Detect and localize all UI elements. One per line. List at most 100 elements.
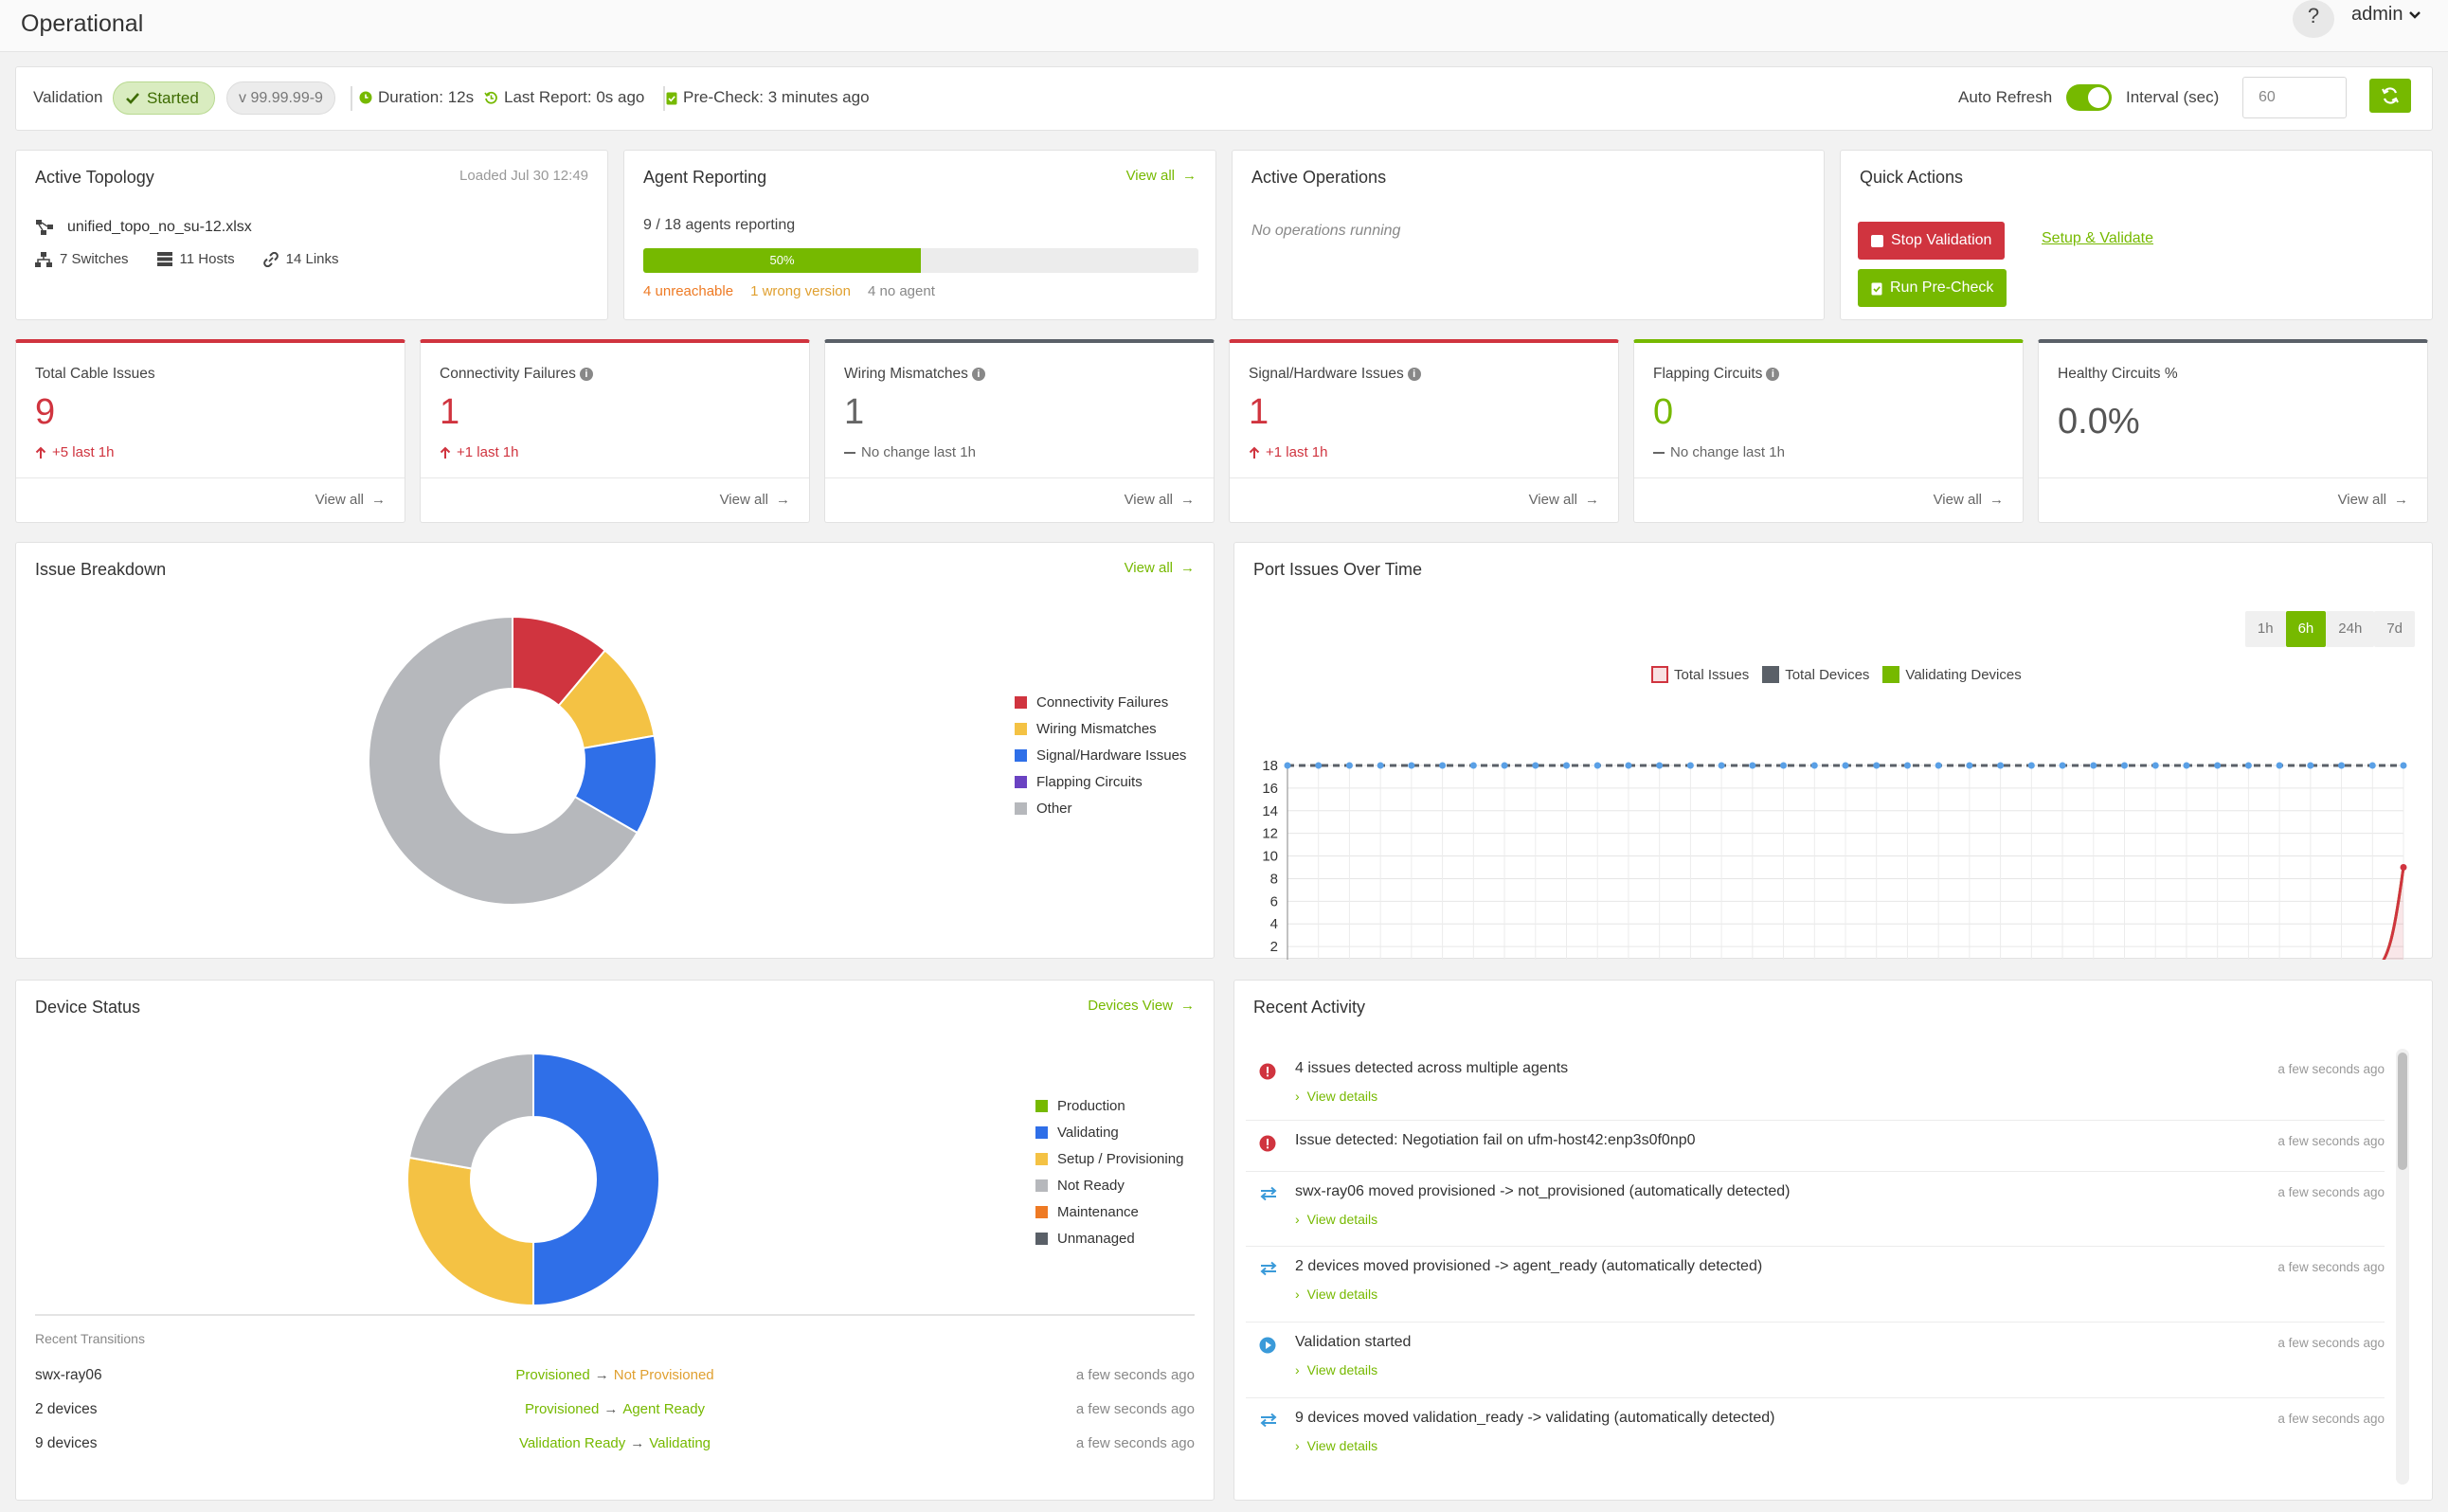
legend-item[interactable]: Connectivity Failures [1015,689,1186,715]
view-details-link[interactable]: › View details [1295,1212,1377,1227]
data-point-total-devices[interactable] [1532,762,1539,769]
data-point-total-devices[interactable] [2027,762,2035,769]
data-point-total-devices[interactable] [1966,762,1973,769]
data-point-total-devices[interactable] [2276,762,2283,769]
issues-view-all-link[interactable]: View all → [1125,560,1195,576]
chart-legend-item[interactable]: Total Devices [1762,666,1869,683]
data-point-total-devices[interactable] [1749,762,1756,769]
data-point-total-devices[interactable] [1718,762,1725,769]
data-point-total-devices[interactable] [2368,762,2376,769]
data-point-total-devices[interactable] [2121,762,2128,769]
stat-view-all-link[interactable]: View all → [1125,492,1195,508]
legend-item[interactable]: Other [1015,795,1186,821]
view-details-link[interactable]: › View details [1295,1362,1377,1377]
info-icon[interactable]: i [579,367,593,381]
activity-scrollbar[interactable] [2396,1049,2409,1485]
refresh-button[interactable] [2369,79,2411,113]
transition-to: Not Provisioned [613,1367,714,1383]
data-point-total-devices[interactable] [1501,762,1508,769]
stat-label: Flapping Circuits i [1653,366,1780,383]
range-button-6h[interactable]: 6h [2285,611,2327,647]
data-point-total-devices[interactable] [2059,762,2066,769]
validation-label: Validation [33,88,103,106]
data-point-total-devices[interactable] [1780,762,1788,769]
data-point-total-devices[interactable] [1873,762,1881,769]
view-details-link[interactable]: › View details [1295,1089,1377,1104]
data-point-total-devices[interactable] [2183,762,2190,769]
data-point-total-devices[interactable] [1625,762,1632,769]
help-button[interactable]: ? [2293,0,2334,38]
legend-item[interactable]: Validating [1035,1119,1183,1145]
stat-value: 1 [440,392,460,432]
donut-slice-setup-provisioning[interactable] [406,1156,534,1307]
view-details-link[interactable]: › View details [1295,1438,1377,1453]
data-point-total-devices[interactable] [1997,762,2005,769]
stat-footer: View all → [825,477,1214,522]
run-precheck-button[interactable]: Run Pre-Check [1858,269,2007,307]
data-point-total-devices[interactable] [1656,762,1664,769]
stat-view-all-link[interactable]: View all → [1934,492,2004,508]
data-point-total-devices[interactable] [2090,762,2097,769]
link-count: 14 Links [285,251,339,267]
chart-legend-item[interactable]: Validating Devices [1882,666,2022,683]
interval-input[interactable] [2242,77,2347,118]
data-point-total-devices[interactable] [1563,762,1570,769]
legend-item[interactable]: Production [1035,1092,1183,1119]
legend-item[interactable]: Wiring Mismatches [1015,715,1186,742]
arrow-right-icon: → [1180,560,1195,576]
data-point-total-devices[interactable] [1315,762,1323,769]
data-point-total-devices[interactable] [1593,762,1601,769]
info-icon[interactable]: i [1407,367,1421,381]
data-point-total-devices[interactable] [1810,762,1818,769]
info-icon[interactable]: i [971,367,985,381]
donut-slice-other[interactable] [368,615,639,906]
user-menu[interactable]: admin [2351,4,2421,26]
range-button-24h[interactable]: 24h [2326,611,2375,647]
setup-validate-link[interactable]: Setup & Validate [2042,230,2154,246]
data-point-total-devices[interactable] [1469,762,1477,769]
data-point-total-devices[interactable] [1686,762,1694,769]
agents-view-all-link[interactable]: View all → [1126,168,1197,184]
stat-view-all-link[interactable]: View all → [720,492,790,508]
data-point-total-devices[interactable] [1284,762,1291,769]
data-point-total-devices[interactable] [2338,762,2346,769]
data-point-total-issues[interactable] [2400,864,2407,871]
chart-legend-item[interactable]: Total Issues [1651,666,1749,683]
data-point-total-devices[interactable] [2400,762,2407,769]
data-point-total-devices[interactable] [2307,762,2314,769]
stat-view-all-link[interactable]: View all → [315,492,386,508]
scrollbar-thumb[interactable] [2398,1053,2407,1170]
data-point-total-devices[interactable] [1935,762,1942,769]
legend-item[interactable]: Unmanaged [1035,1225,1183,1251]
data-point-total-devices[interactable] [1439,762,1447,769]
legend-item[interactable]: Setup / Provisioning [1035,1145,1183,1172]
legend-item[interactable]: Maintenance [1035,1198,1183,1225]
data-point-total-devices[interactable] [1345,762,1353,769]
activity-icon [1259,1261,1278,1281]
data-point-total-devices[interactable] [2151,762,2159,769]
data-point-total-devices[interactable] [2214,762,2222,769]
activity-text: swx-ray06 moved provisioned -> not_provi… [1295,1183,1791,1199]
stat-footer: View all → [16,477,405,522]
stop-validation-button[interactable]: Stop Validation [1858,222,2006,260]
legend-label: Validating Devices [1905,666,2022,683]
data-point-total-devices[interactable] [1377,762,1384,769]
legend-item[interactable]: Not Ready [1035,1172,1183,1198]
legend-item[interactable]: Signal/Hardware Issues [1015,742,1186,768]
info-icon[interactable]: i [1766,367,1780,381]
legend-label: Validating [1057,1124,1119,1141]
auto-refresh-toggle[interactable] [2066,84,2112,111]
stat-view-all-link[interactable]: View all → [2338,492,2408,508]
data-point-total-devices[interactable] [1903,762,1911,769]
range-button-1h[interactable]: 1h [2244,611,2286,647]
devices-view-link[interactable]: Devices View → [1088,998,1195,1014]
view-details-link[interactable]: › View details [1295,1287,1377,1302]
data-point-total-devices[interactable] [1408,762,1415,769]
donut-slice-not-ready[interactable] [407,1052,534,1170]
donut-slice-validating[interactable] [532,1052,660,1307]
data-point-total-devices[interactable] [1842,762,1849,769]
data-point-total-devices[interactable] [2244,762,2252,769]
legend-item[interactable]: Flapping Circuits [1015,768,1186,795]
range-button-7d[interactable]: 7d [2374,611,2415,647]
stat-view-all-link[interactable]: View all → [1529,492,1599,508]
